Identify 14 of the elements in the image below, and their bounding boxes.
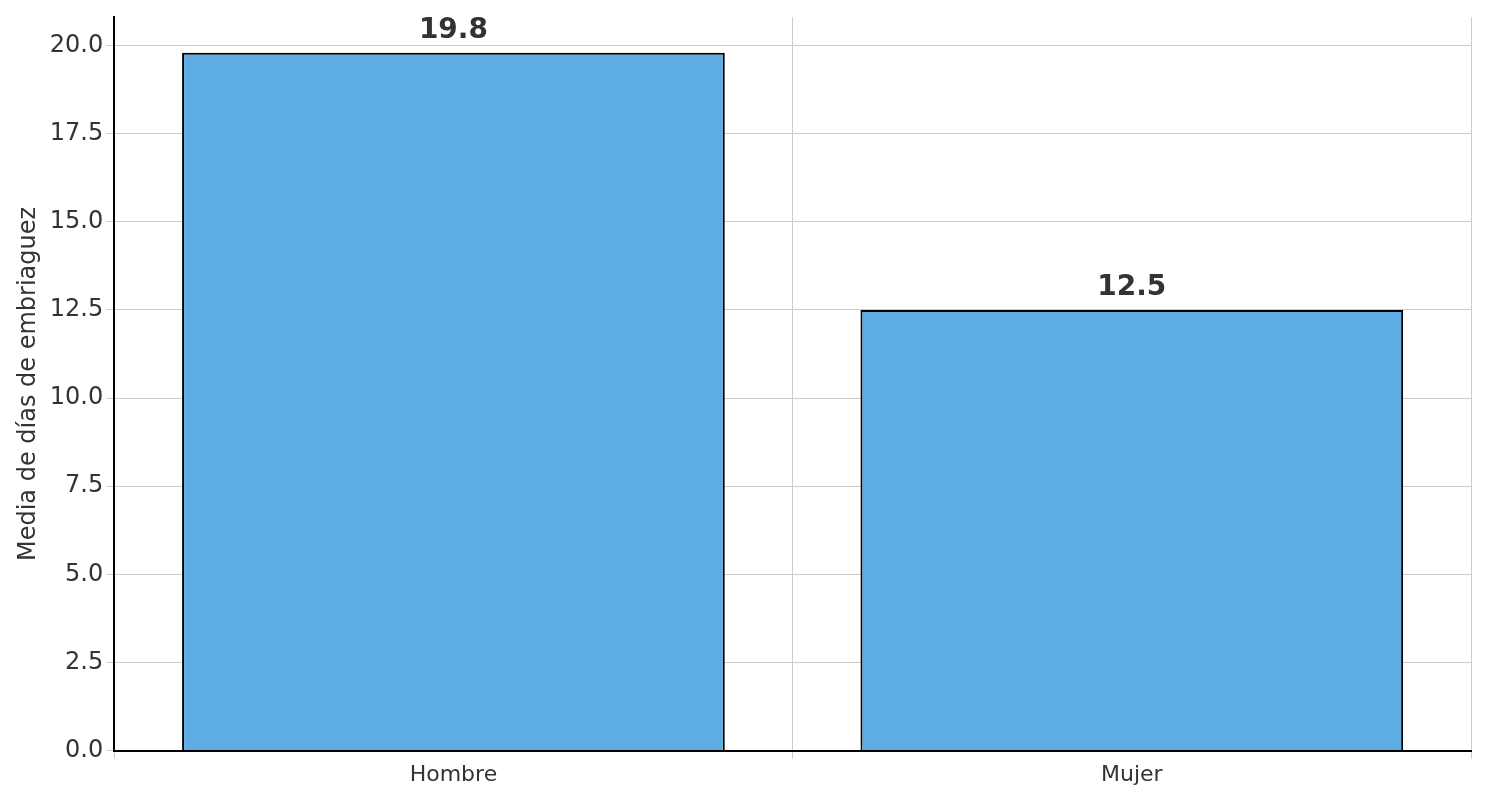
y-tick-label: 10.0 [49,382,104,411]
y-axis-title: Media de días de embriaguez [12,206,41,562]
y-tick-label: 12.5 [49,294,104,323]
data-label: 19.8 [418,11,488,45]
y-tick-label: 2.5 [65,646,104,675]
y-tick-label: 15.0 [49,206,104,235]
y-tick-label: 7.5 [65,470,104,499]
x-tick-label: Mujer [1101,760,1164,786]
y-tick-label: 20.0 [49,29,104,58]
x-tick-label: Hombre [409,760,498,786]
data-label: 12.5 [1097,269,1167,303]
y-tick-label: 17.5 [49,117,104,146]
y-tick-label: 0.0 [65,734,104,763]
y-tick-label: 5.0 [65,558,104,587]
